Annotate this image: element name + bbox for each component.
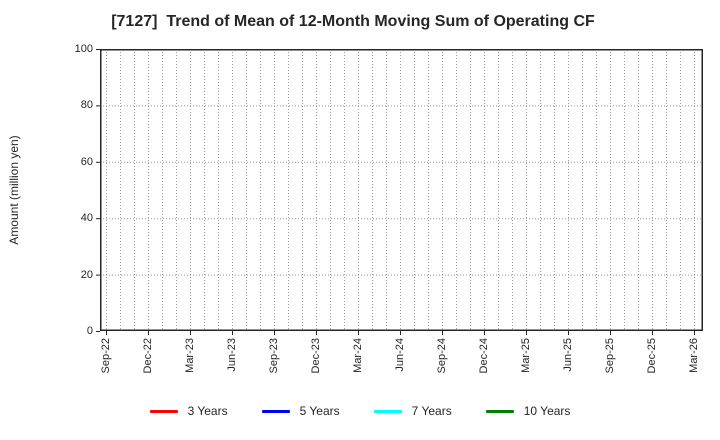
- x-tick-label: Sep-25: [604, 338, 616, 374]
- plot-area: [96, 49, 703, 335]
- x-tick-label: Jun-25: [562, 338, 574, 372]
- x-tick-label: Dec-25: [646, 338, 658, 374]
- x-tick-label: Sep-24: [436, 338, 448, 374]
- legend-line-swatch: [149, 409, 178, 413]
- legend-line-swatch: [485, 409, 514, 413]
- legend-label: 5 Years: [299, 404, 340, 418]
- legend-line-swatch: [373, 409, 402, 413]
- x-tick-label: Jun-23: [226, 338, 238, 372]
- legend-label: 7 Years: [411, 404, 452, 418]
- plot-border: [100, 49, 703, 331]
- legend-item: 10 Years: [485, 404, 571, 418]
- x-tick-label: Mar-23: [184, 338, 196, 373]
- y-axis-label: Amount (million yen): [7, 135, 21, 245]
- legend-label: 3 Years: [187, 404, 228, 418]
- legend-item: 3 Years: [149, 404, 228, 418]
- x-tick-label: Jun-24: [394, 338, 406, 372]
- y-tick-label: 40: [80, 212, 93, 225]
- x-tick-label: Mar-25: [520, 338, 532, 373]
- x-tick-label: Dec-22: [142, 338, 154, 374]
- plot-grid-svg: [96, 49, 703, 335]
- y-tick-label: 100: [74, 43, 93, 55]
- legend-label: 10 Years: [523, 404, 571, 418]
- x-tick-label: Dec-23: [310, 338, 322, 374]
- y-tick-label: 60: [80, 155, 93, 168]
- x-tick-label: Mar-24: [352, 338, 364, 373]
- x-tick-label: Sep-22: [100, 338, 112, 374]
- y-tick-label: 80: [80, 99, 93, 112]
- y-tick-label: 20: [80, 268, 93, 281]
- legend: 3 Years 5 Years 7 Years 10 Years: [0, 404, 720, 418]
- x-tick-label: Sep-23: [268, 338, 280, 374]
- x-tick-label: Dec-24: [478, 338, 490, 374]
- chart-title: [7127] Trend of Mean of 12-Month Moving …: [111, 13, 595, 30]
- legend-item: 7 Years: [373, 404, 452, 418]
- x-tick-label: Mar-26: [688, 338, 700, 373]
- y-tick-label: 0: [86, 325, 93, 337]
- legend-line-swatch: [261, 409, 290, 413]
- legend-item: 5 Years: [261, 404, 340, 418]
